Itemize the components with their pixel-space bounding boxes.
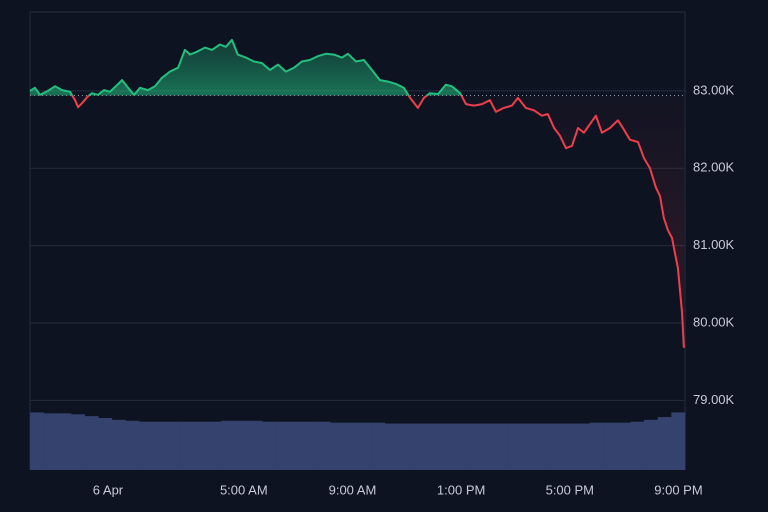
volume-bar (507, 423, 522, 470)
x-tick-label: 9:00 AM (329, 482, 377, 497)
volume-bar (398, 423, 413, 470)
volume-bar (57, 413, 72, 470)
volume-bar (480, 423, 495, 470)
x-tick-label: 1:00 PM (437, 482, 485, 497)
volume-bar (357, 422, 372, 470)
x-tick-label: 5:00 AM (220, 482, 268, 497)
volume-bar (261, 421, 276, 470)
volume-bar (98, 418, 113, 470)
x-tick-label: 6 Apr (93, 482, 124, 497)
volume-bar (439, 423, 454, 470)
volume-bar (84, 416, 99, 470)
volume-bar (630, 421, 645, 470)
volume-bar (30, 412, 44, 470)
volume-bar (275, 421, 290, 470)
volume-bar (371, 422, 386, 470)
volume-bar (207, 421, 222, 470)
volume-bar (234, 420, 249, 470)
volume-bar (166, 421, 181, 470)
volume-bar (180, 421, 195, 470)
volume-bar (343, 422, 358, 470)
volume-bar (603, 422, 618, 470)
price-line (29, 38, 685, 348)
y-tick-label: 83.00K (693, 82, 735, 97)
volume-bar (302, 421, 317, 470)
y-tick-label: 82.00K (693, 160, 735, 175)
volume-bar (412, 423, 427, 470)
volume-bar (548, 423, 563, 470)
volume-bar (193, 421, 208, 470)
volume-bar (425, 423, 440, 470)
y-tick-label: 81.00K (693, 237, 735, 252)
y-tick-label: 80.00K (693, 314, 735, 329)
volume-bar (316, 421, 331, 470)
volume-bar (248, 420, 263, 470)
volume-bar (616, 422, 631, 470)
volume-bar (671, 412, 686, 470)
volume-bar (466, 423, 481, 470)
volume-bar (125, 420, 140, 470)
x-tick-label: 9:00 PM (654, 482, 702, 497)
volume-bar (562, 423, 577, 470)
volume-bar (70, 414, 85, 470)
volume-bar (221, 420, 235, 470)
volume-bar (521, 423, 536, 470)
volume-bar (43, 413, 58, 470)
volume-bar (589, 422, 604, 470)
volume-bar (534, 423, 549, 470)
volume-bar (384, 423, 399, 470)
volume-bar (453, 423, 467, 470)
volume-bar (644, 419, 659, 470)
volume-bar (289, 421, 304, 470)
volume-bar (330, 422, 345, 470)
x-tick-label: 5:00 PM (546, 482, 594, 497)
volume-bar (575, 423, 590, 470)
volume-bar (152, 421, 167, 470)
volume-bar (139, 421, 154, 470)
volume-bar (111, 419, 126, 470)
volume-bar (657, 417, 672, 470)
y-tick-label: 79.00K (693, 392, 735, 407)
volume-bar (493, 423, 508, 470)
